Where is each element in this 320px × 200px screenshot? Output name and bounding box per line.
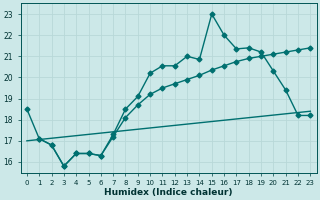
X-axis label: Humidex (Indice chaleur): Humidex (Indice chaleur)	[104, 188, 233, 197]
